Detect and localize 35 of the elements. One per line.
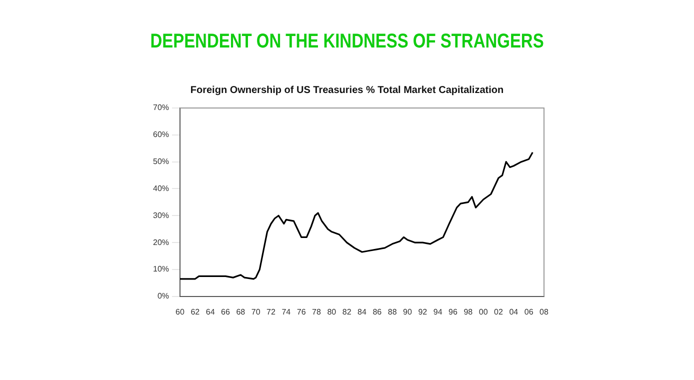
x-tick-label: 64 xyxy=(206,307,216,316)
y-tick-label: 0% xyxy=(157,292,170,301)
x-tick-label: 92 xyxy=(418,307,428,316)
x-tick-label: 96 xyxy=(448,307,458,316)
x-tick-label: 00 xyxy=(478,307,488,316)
x-tick-label: 60 xyxy=(176,307,186,316)
y-tick-label: 40% xyxy=(152,184,170,193)
y-tick-label: 30% xyxy=(152,210,170,220)
y-tick-label: 10% xyxy=(152,264,170,274)
x-tick-label: 82 xyxy=(342,307,352,316)
chart-subtitle: Foreign Ownership of US Treasuries % Total Market Capitalization xyxy=(190,84,504,96)
x-tick-label: 72 xyxy=(266,307,276,316)
y-tick-label: 70% xyxy=(152,103,170,112)
x-tick-label: 90 xyxy=(403,307,412,316)
x-tick-label: 68 xyxy=(236,307,246,316)
x-tick-label: 80 xyxy=(327,307,337,316)
x-tick-label: 08 xyxy=(540,307,549,316)
chart-title: DEPENDENT ON THE KINDNESS OF STRANGERS xyxy=(150,28,544,52)
y-tick-label: 20% xyxy=(152,238,170,247)
x-tick-label: 94 xyxy=(433,307,443,316)
x-tick-label: 88 xyxy=(388,307,398,316)
x-tick-label: 84 xyxy=(358,307,367,316)
x-tick-label: 76 xyxy=(296,307,306,316)
x-tick-label: 06 xyxy=(524,307,534,316)
y-tick-label: 50% xyxy=(152,157,170,166)
x-tick-label: 74 xyxy=(282,307,292,316)
x-tick-label: 78 xyxy=(312,307,322,316)
x-tick-label: 62 xyxy=(190,307,200,316)
x-tick-label: 02 xyxy=(494,307,504,316)
x-tick-label: 98 xyxy=(464,307,474,316)
x-tick-label: 86 xyxy=(372,307,382,316)
y-tick-label: 60% xyxy=(152,130,170,140)
x-tick-label: 70 xyxy=(251,307,261,316)
x-tick-label: 04 xyxy=(509,307,519,316)
x-tick-label: 66 xyxy=(221,307,231,316)
